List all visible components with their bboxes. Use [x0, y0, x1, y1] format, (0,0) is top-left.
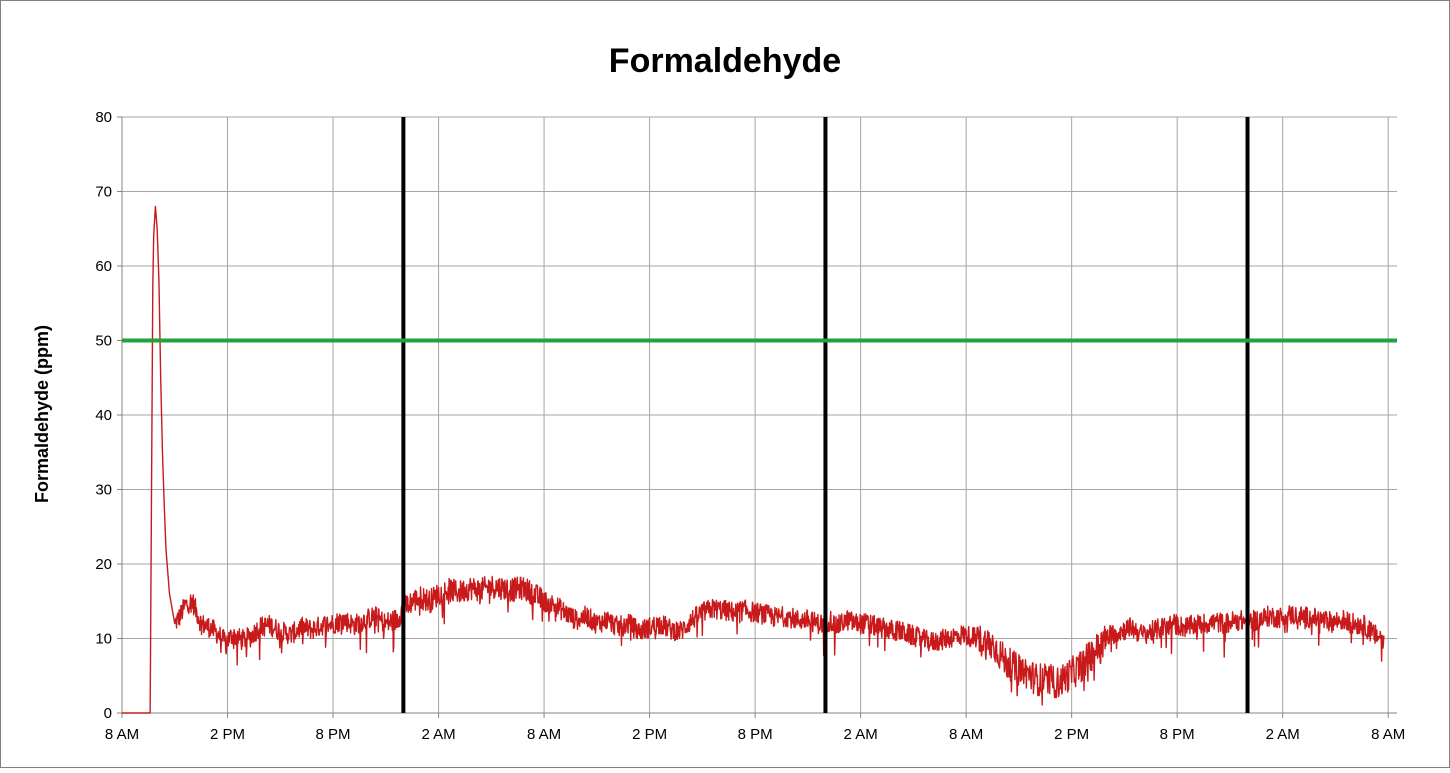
- x-tick-label: 8 AM: [527, 726, 561, 743]
- chart-title: Formaldehyde: [609, 42, 841, 80]
- axes: 0 10 20 30 40 50 60 70 80 8 AM 2 PM 8 PM 2 AM 8 AM 2 P…: [95, 109, 1405, 743]
- reference-lines: [122, 117, 1397, 713]
- x-tick-label: 8 AM: [1371, 726, 1405, 743]
- y-tick-label: 80: [95, 109, 112, 126]
- x-tick-label: 8 AM: [949, 726, 983, 743]
- x-tick-label: 8 PM: [1160, 726, 1195, 743]
- y-tick-label: 10: [95, 631, 112, 648]
- y-tick-label: 40: [95, 407, 112, 424]
- x-tick-label: 2 AM: [421, 726, 455, 743]
- x-tick-label: 2 PM: [632, 726, 667, 743]
- y-axis-label: Formaldehyde (ppm): [32, 325, 52, 503]
- y-tick-label: 20: [95, 556, 112, 573]
- data-series: [121, 205, 1385, 714]
- x-tick-label: 2 PM: [210, 726, 245, 743]
- x-tick-label: 8 PM: [316, 726, 351, 743]
- x-tick-label: 2 PM: [1054, 726, 1089, 743]
- y-tick-label: 50: [95, 333, 112, 350]
- x-tick-label: 2 AM: [1266, 726, 1300, 743]
- series-line: [121, 205, 1385, 714]
- x-tick-label: 8 PM: [738, 726, 773, 743]
- y-tick-label: 30: [95, 482, 112, 499]
- x-tick-label: 8 AM: [105, 726, 139, 743]
- y-tick-label: 0: [104, 705, 112, 722]
- x-tick-label: 2 AM: [844, 726, 878, 743]
- y-tick-label: 70: [95, 184, 112, 201]
- y-tick-label: 60: [95, 258, 112, 275]
